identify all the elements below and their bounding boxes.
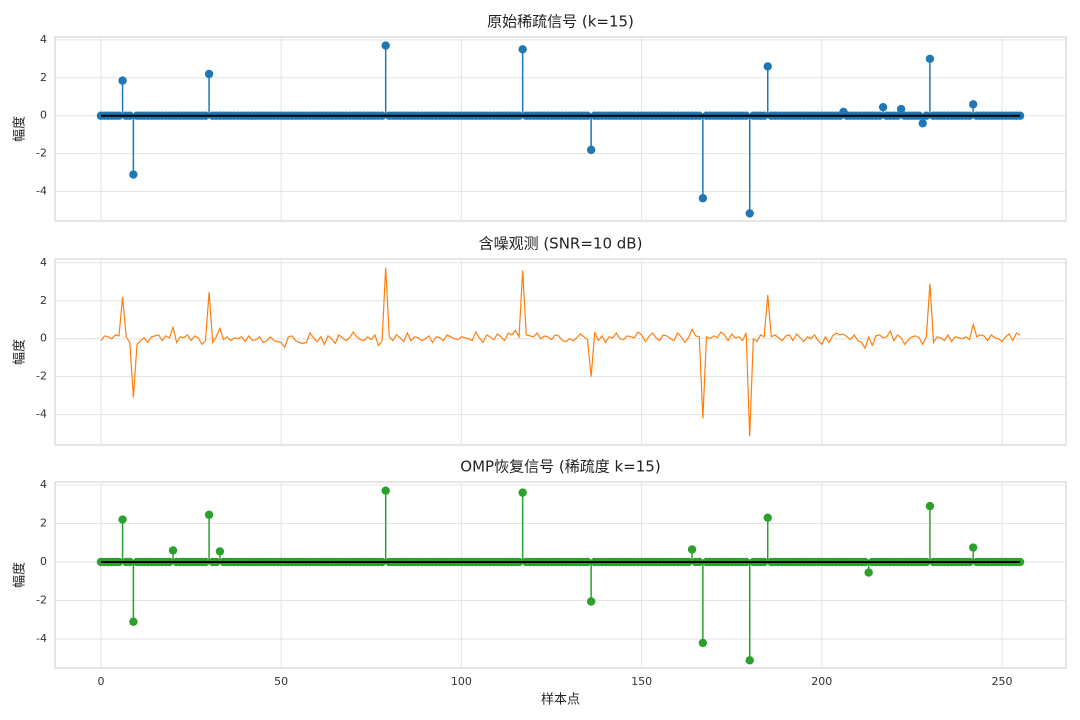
stem-marker — [204, 510, 214, 519]
chart-title: 含噪观测 (SNR=10 dB) — [479, 235, 643, 253]
stem-marker — [698, 194, 708, 203]
stem-marker — [745, 656, 754, 665]
y-tick-label: -2 — [36, 594, 47, 607]
subplot: 0 50 100 150 200 250 -4 -2 0 2 4 OMP恢复信号 (稀疏度 k=15)… — [12, 458, 1067, 708]
stem-marker — [763, 513, 772, 522]
stem-marker — [878, 102, 888, 112]
x-tick-label: 0 — [97, 675, 104, 688]
y-axis-label: 幅度 — [12, 339, 28, 365]
x-tick-label: 250 — [992, 675, 1013, 688]
y-tick-label: 0 — [40, 332, 47, 345]
stem-marker — [925, 54, 935, 64]
stem-marker — [518, 488, 527, 497]
stem-marker — [118, 76, 127, 85]
x-axis-label: 样本点 — [541, 693, 580, 708]
chart-title: 原始稀疏信号 (k=15) — [487, 13, 634, 31]
plot-area — [54, 36, 1067, 222]
x-tick-label: 150 — [631, 675, 652, 688]
stem-marker — [118, 515, 127, 524]
stem-marker — [687, 545, 697, 554]
y-tick-label: 4 — [40, 33, 47, 46]
y-tick-label: -2 — [36, 147, 47, 160]
stem-marker — [968, 543, 978, 552]
subplot: -4 -2 0 2 4 原始稀疏信号 (k=15) 幅度 — [12, 13, 1067, 222]
signal-line — [100, 267, 1021, 437]
y-tick-label: 4 — [40, 478, 47, 491]
y-tick-label: -2 — [36, 370, 47, 383]
plot-area — [54, 481, 1067, 669]
y-tick-label: -4 — [36, 632, 47, 645]
chart-title: OMP恢复信号 (稀疏度 k=15) — [460, 458, 660, 476]
y-tick-label: 2 — [40, 71, 47, 84]
stem-marker — [763, 62, 772, 71]
stem-marker — [129, 617, 138, 626]
y-tick-label: 2 — [40, 516, 47, 529]
stem-marker — [381, 41, 390, 50]
stem-marker — [381, 486, 390, 495]
y-axis-label: 幅度 — [12, 116, 28, 142]
stem-marker — [918, 119, 927, 128]
x-tick-label: 50 — [274, 675, 288, 688]
stem-marker — [968, 100, 978, 109]
y-axis-label: 幅度 — [12, 562, 28, 588]
stem-marker — [586, 597, 596, 606]
stem-marker — [215, 547, 225, 556]
y-tick-label: -4 — [36, 185, 47, 198]
stem-marker — [518, 45, 527, 54]
x-tick-label: 100 — [451, 675, 472, 688]
stem-marker — [864, 568, 873, 577]
stem-marker — [129, 170, 138, 179]
y-tick-label: 0 — [40, 555, 47, 568]
y-tick-label: -4 — [36, 408, 47, 421]
stem-marker — [204, 69, 214, 79]
stem-marker — [168, 546, 178, 555]
stem-marker — [698, 638, 708, 648]
stem-marker — [896, 104, 906, 114]
stem-marker — [745, 209, 754, 218]
y-tick-label: 2 — [40, 294, 47, 307]
plot-area — [54, 258, 1067, 446]
y-tick-label: 0 — [40, 109, 47, 122]
stem-marker — [925, 501, 935, 511]
y-tick-label: 4 — [40, 256, 47, 269]
stem-marker — [586, 145, 596, 155]
x-tick-label: 200 — [811, 675, 832, 688]
subplot: -4 -2 0 2 4 含噪观测 (SNR=10 dB) 幅度 — [12, 235, 1067, 446]
